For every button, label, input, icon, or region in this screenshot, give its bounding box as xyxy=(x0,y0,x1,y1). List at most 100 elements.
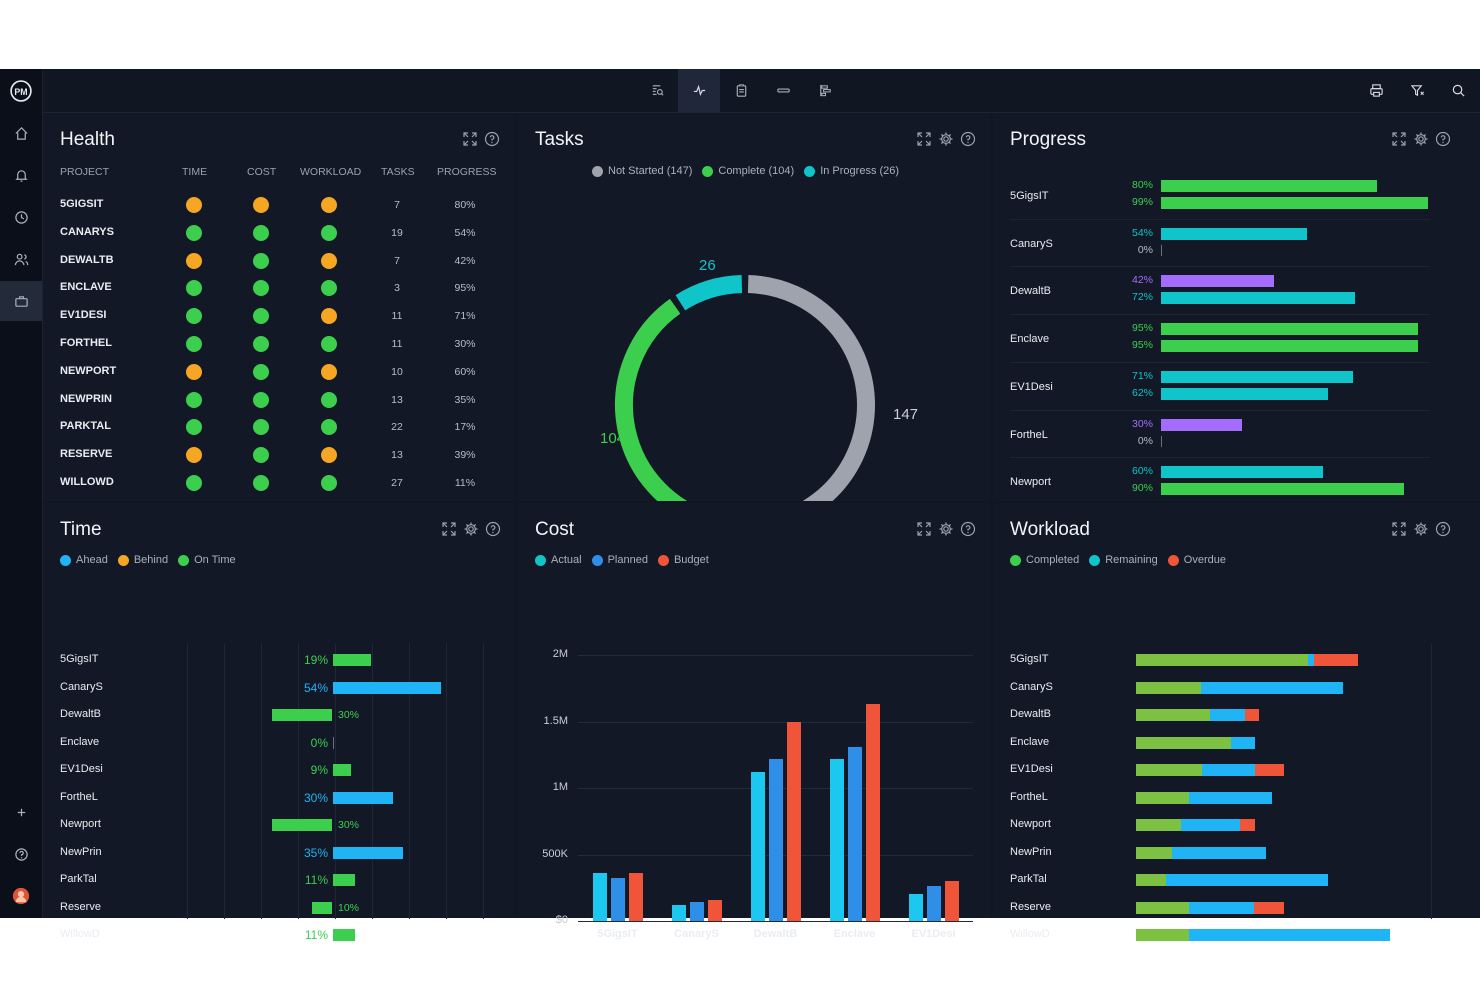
cost-bar-actual[interactable] xyxy=(829,758,844,921)
legend-item[interactable]: On Time xyxy=(178,554,236,566)
gear-icon[interactable] xyxy=(938,131,954,147)
time-percent: 30% xyxy=(338,819,360,831)
time-status-dot xyxy=(186,280,202,297)
sidebar-item-time[interactable] xyxy=(0,197,42,237)
workload-bar-remaining xyxy=(1166,874,1328,886)
donut-label: 104 xyxy=(600,430,625,447)
donut-slice-not-started[interactable] xyxy=(725,275,875,501)
expand-icon[interactable] xyxy=(441,521,457,537)
progress-percent: 71% xyxy=(1131,369,1153,382)
cost-bar-actual[interactable] xyxy=(671,905,686,921)
user-avatar[interactable] xyxy=(0,876,42,916)
cost-bar-actual[interactable] xyxy=(908,894,923,921)
project-name: Enclave xyxy=(1010,333,1050,346)
legend-item[interactable]: Actual xyxy=(535,554,582,566)
legend-item[interactable]: Budget xyxy=(657,554,709,566)
workload-bar-completed xyxy=(1136,654,1308,666)
print-button[interactable] xyxy=(1355,69,1397,112)
sidebar-item-home[interactable] xyxy=(0,113,42,153)
legend-item[interactable]: Not Started (147) xyxy=(592,165,692,177)
expand-icon[interactable] xyxy=(462,131,478,147)
workload-bar-completed xyxy=(1136,901,1189,914)
expand-icon[interactable] xyxy=(916,521,932,537)
cost-bar-planned[interactable] xyxy=(926,886,941,921)
legend-item[interactable]: In Progress (26) xyxy=(804,165,899,177)
cost-bar-planned[interactable] xyxy=(610,878,625,921)
help-icon[interactable] xyxy=(960,131,976,147)
help-button[interactable] xyxy=(0,834,42,874)
grid-line xyxy=(409,643,410,919)
task-count: 10 xyxy=(391,365,403,378)
cost-bar-actual[interactable] xyxy=(750,772,765,921)
cost-bar-planned[interactable] xyxy=(847,746,862,921)
time-panel-actions xyxy=(441,521,501,537)
cost-bar-budget[interactable] xyxy=(707,899,722,921)
gear-icon[interactable] xyxy=(463,521,479,537)
sidebar-item-team[interactable] xyxy=(0,239,42,279)
search-button[interactable] xyxy=(1437,69,1479,112)
view-dashboard-button[interactable] xyxy=(678,69,720,112)
legend-item[interactable]: Ahead xyxy=(60,554,108,566)
gear-icon[interactable] xyxy=(1413,521,1429,537)
workload-status-dot xyxy=(321,197,337,213)
cost-bar-budget[interactable] xyxy=(944,881,959,921)
add-button[interactable] xyxy=(0,792,42,832)
project-name: Newport xyxy=(1010,818,1051,830)
progress-bar xyxy=(1161,180,1377,192)
view-search-button[interactable] xyxy=(636,69,678,112)
donut-slice-complete[interactable] xyxy=(615,298,719,501)
help-icon[interactable] xyxy=(1435,131,1451,147)
legend-item[interactable]: Completed xyxy=(1010,554,1079,566)
legend-item[interactable]: Complete (104) xyxy=(702,165,794,177)
cost-bar-planned[interactable] xyxy=(689,902,704,921)
time-percent: 19% xyxy=(303,653,328,667)
row-divider xyxy=(1010,361,1430,363)
task-count: 27 xyxy=(391,477,403,489)
legend-label: Actual xyxy=(551,554,582,566)
expand-icon[interactable] xyxy=(1391,521,1407,537)
legend-item[interactable]: Overdue xyxy=(1167,554,1226,566)
sidebar-item-notifications[interactable] xyxy=(0,155,42,195)
filter-button[interactable] xyxy=(1396,69,1438,112)
gear-icon[interactable] xyxy=(938,521,954,537)
progress-percent: 42% xyxy=(1131,274,1153,287)
legend-item[interactable]: Remaining xyxy=(1089,554,1158,566)
cost-bar-budget[interactable] xyxy=(786,721,801,921)
progress-bar xyxy=(1161,275,1275,288)
help-icon[interactable] xyxy=(960,521,976,537)
cost-bar-planned[interactable] xyxy=(768,758,783,921)
legend-swatch xyxy=(657,554,669,566)
project-name: NEWPRIN xyxy=(60,392,112,405)
cost-bar-actual[interactable] xyxy=(592,873,607,921)
project-name: WILLOWD xyxy=(60,476,114,488)
expand-icon[interactable] xyxy=(1391,131,1407,147)
y-tick-label: 1.5M xyxy=(543,714,568,727)
donut-slice-in-progress[interactable] xyxy=(675,275,743,311)
help-icon[interactable] xyxy=(1435,521,1451,537)
progress-percent: 99% xyxy=(1131,196,1153,208)
legend-label: Complete (104) xyxy=(718,165,795,177)
time-status-dot xyxy=(186,419,202,436)
progress-percent: 0% xyxy=(1137,243,1153,256)
project-name: CanaryS xyxy=(1010,237,1053,250)
workload-title: Workload xyxy=(1010,519,1090,540)
view-gantt-button[interactable] xyxy=(804,69,846,112)
sidebar-item-projects[interactable] xyxy=(0,281,42,321)
workload-bar-completed xyxy=(1136,791,1189,804)
cost-bar-budget[interactable] xyxy=(628,873,643,921)
logo[interactable]: PM xyxy=(0,71,42,111)
filter-icon xyxy=(1410,85,1424,97)
legend-item[interactable]: Behind xyxy=(117,554,168,566)
legend-item[interactable]: Planned xyxy=(591,554,648,566)
progress-value: 30% xyxy=(454,338,476,350)
cost-bar-budget[interactable] xyxy=(865,704,880,921)
view-list-button[interactable] xyxy=(762,69,804,112)
task-count: 3 xyxy=(394,282,400,295)
workload-status-dot xyxy=(321,280,337,297)
help-icon[interactable] xyxy=(484,131,500,147)
help-icon[interactable] xyxy=(485,521,501,537)
gear-icon[interactable] xyxy=(1413,131,1429,147)
expand-icon[interactable] xyxy=(916,131,932,147)
view-tasks-button[interactable] xyxy=(720,69,762,112)
time-bar xyxy=(333,929,355,941)
